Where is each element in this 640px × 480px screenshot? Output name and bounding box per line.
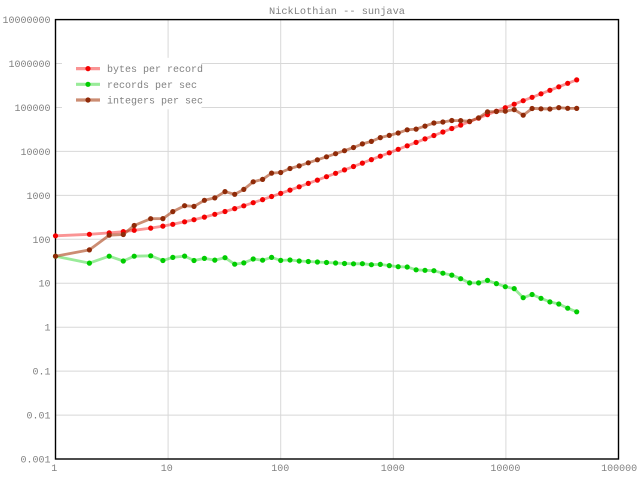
svg-text:1: 1 — [51, 464, 57, 475]
svg-text:NickLothian -- sunjava: NickLothian -- sunjava — [269, 6, 405, 18]
svg-text:1000000: 1000000 — [8, 60, 50, 71]
svg-text:100: 100 — [32, 236, 50, 247]
svg-text:10000: 10000 — [490, 464, 520, 475]
svg-text:1000: 1000 — [381, 464, 405, 475]
svg-text:1: 1 — [44, 324, 50, 335]
svg-text:10: 10 — [161, 464, 173, 475]
svg-text:10000: 10000 — [20, 148, 50, 159]
svg-text:100: 100 — [271, 464, 289, 475]
svg-text:100000: 100000 — [14, 104, 50, 115]
svg-text:1000: 1000 — [26, 192, 50, 203]
svg-text:100000: 100000 — [601, 464, 637, 475]
svg-text:10: 10 — [38, 280, 50, 291]
svg-text:0.001: 0.001 — [20, 456, 50, 467]
svg-text:10000000: 10000000 — [2, 16, 50, 27]
svg-text:records per sec: records per sec — [107, 80, 197, 92]
svg-text:0.01: 0.01 — [26, 412, 50, 423]
svg-text:bytes per record: bytes per record — [107, 64, 203, 76]
svg-text:integers per sec: integers per sec — [107, 96, 203, 108]
svg-text:0.1: 0.1 — [32, 368, 50, 379]
